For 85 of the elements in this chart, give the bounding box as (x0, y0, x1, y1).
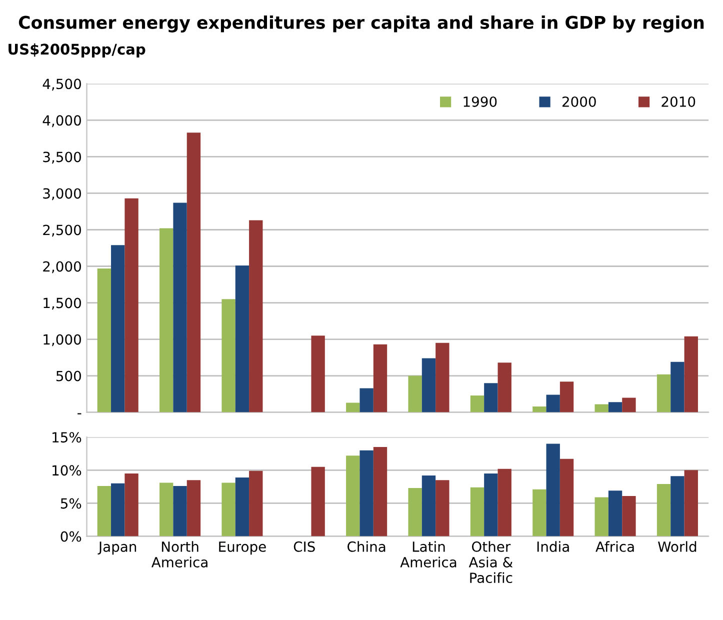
bar (311, 336, 325, 412)
x-tick-label: China (348, 541, 386, 552)
y-tick-label: 1,000 (44, 334, 81, 346)
y-tick-label: 15% (52, 432, 82, 443)
bar (656, 484, 671, 536)
bar (97, 486, 112, 536)
bar (470, 396, 484, 412)
bar (111, 245, 125, 412)
y-tick-label: 500 (56, 370, 81, 382)
bar (249, 470, 263, 536)
bar (622, 398, 636, 412)
bar (160, 228, 174, 412)
bar (373, 344, 388, 412)
bar (173, 202, 187, 412)
bar (186, 480, 201, 536)
bar (124, 473, 138, 536)
bar (97, 268, 112, 412)
y-tick-label: 3,000 (43, 188, 81, 200)
bar (484, 473, 498, 536)
bar (160, 482, 174, 536)
bar (436, 480, 450, 536)
bar (670, 362, 684, 412)
bar (235, 266, 250, 412)
y-tick-label: 5% (60, 498, 82, 509)
bar (498, 362, 512, 412)
bar (470, 487, 484, 536)
bar (594, 404, 608, 412)
bar (484, 383, 498, 412)
x-tick-label: Africa (596, 541, 634, 552)
bar (560, 458, 574, 536)
bar (670, 476, 684, 536)
bar (656, 374, 671, 412)
bar (684, 336, 698, 412)
x-tick-label: Latin America (400, 541, 456, 568)
bar (186, 132, 201, 412)
bar (173, 486, 187, 536)
x-tick-label: North America (151, 541, 208, 568)
x-tick-label: World (658, 541, 696, 552)
chart-title: Consumer energy expenditures per capita and share in GDP by region (18, 16, 704, 32)
y-tick-label: 2,000 (43, 261, 81, 274)
y-tick-label: 4,000 (42, 115, 81, 128)
bar (360, 388, 374, 412)
bar (532, 406, 546, 412)
bar (249, 220, 263, 412)
bar (222, 299, 236, 412)
bar (346, 456, 360, 536)
bar (532, 489, 546, 536)
bar (346, 402, 360, 412)
y-tick-label: 4,500 (42, 78, 81, 91)
y-tick-label: 2,500 (43, 224, 81, 237)
legend-label: 2000 (562, 96, 596, 107)
y-tick-label: 1,500 (44, 298, 81, 310)
bar (408, 488, 422, 536)
bar (436, 342, 450, 412)
bar (373, 447, 388, 536)
bar (608, 490, 622, 536)
bar (546, 444, 560, 536)
x-tick-label: India (537, 541, 569, 552)
bar (422, 358, 436, 412)
bar (222, 482, 236, 536)
bar (422, 475, 436, 536)
bar (408, 376, 422, 412)
legend-label: 1990 (464, 96, 497, 107)
x-tick-label: Japan (98, 542, 136, 555)
bar (498, 468, 512, 536)
y-tick-label: 0% (60, 531, 82, 542)
bar (360, 450, 374, 536)
bar (560, 382, 574, 412)
bar (311, 466, 325, 536)
y-tick-label: 3,500 (43, 152, 81, 164)
bar (235, 477, 250, 536)
bar (594, 497, 608, 536)
bar (124, 198, 138, 412)
bar (684, 470, 698, 536)
legend-label: 2010 (662, 96, 696, 107)
bar (608, 402, 622, 412)
x-tick-label: Other Asia & Pacific (468, 541, 513, 584)
bar (546, 394, 560, 412)
x-tick-label: Europe (219, 542, 266, 555)
y-tick-label: - (78, 413, 82, 414)
y-tick-label: 10% (52, 465, 82, 476)
bar (111, 483, 125, 536)
x-tick-label: CIS (294, 541, 315, 552)
bar (622, 496, 636, 536)
y-axis-title: US$2005ppp/cap (8, 43, 146, 58)
